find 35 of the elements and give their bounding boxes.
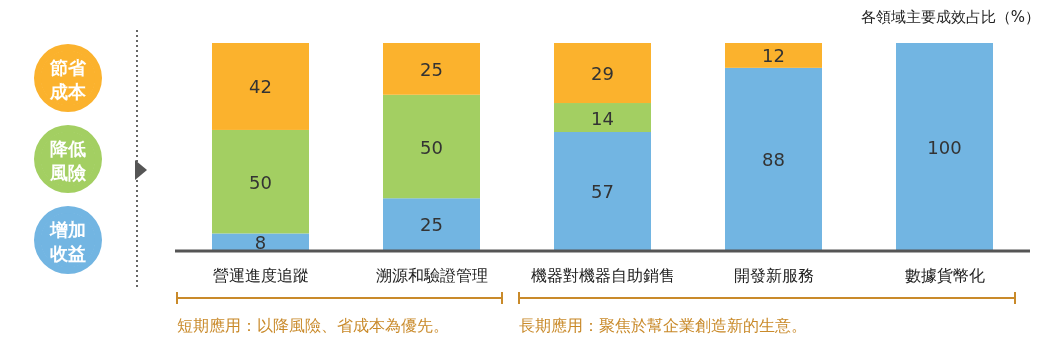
bar (383, 43, 480, 95)
bar (554, 132, 651, 250)
data-label: 50 (420, 136, 443, 158)
text: 增加收益 (49, 219, 86, 264)
data-label: 29 (591, 63, 614, 85)
text: 降低風險 (49, 138, 87, 183)
data-label: 12 (762, 45, 785, 67)
bar (725, 43, 822, 68)
x-tick-label: 溯源和驗證管理 (375, 266, 488, 285)
x-tick-label: 開發新服務 (733, 266, 814, 285)
data-label: 25 (420, 58, 443, 80)
bar (554, 43, 651, 104)
bar (554, 103, 651, 133)
bar (383, 198, 480, 250)
data-label: 42 (249, 76, 272, 98)
bar (212, 43, 309, 130)
bar (896, 43, 993, 250)
data-label: 50 (249, 171, 272, 193)
data-label: 100 (927, 136, 962, 158)
text: 長期應用：聚焦於幫企業創造新的生意。 (519, 316, 807, 335)
chart-title: 各領域主要成效占比（%） (860, 8, 1040, 26)
text: 短期應用：以降風險、省成本為優先。 (177, 316, 449, 335)
bar (383, 94, 480, 199)
bar (212, 233, 309, 250)
x-tick-label: 營運進度追蹤 (212, 266, 309, 285)
x-tick-label: 數據貨幣化 (904, 266, 985, 285)
bar (725, 67, 822, 250)
data-label: 57 (591, 181, 614, 203)
text: 節省成本 (49, 57, 87, 102)
x-tick-label: 機器對機器自助銷售 (530, 266, 675, 285)
data-label: 8 (254, 231, 267, 253)
data-label: 25 (420, 214, 443, 236)
bar (212, 129, 309, 234)
data-label: 14 (591, 107, 614, 129)
data-label: 88 (762, 148, 785, 170)
